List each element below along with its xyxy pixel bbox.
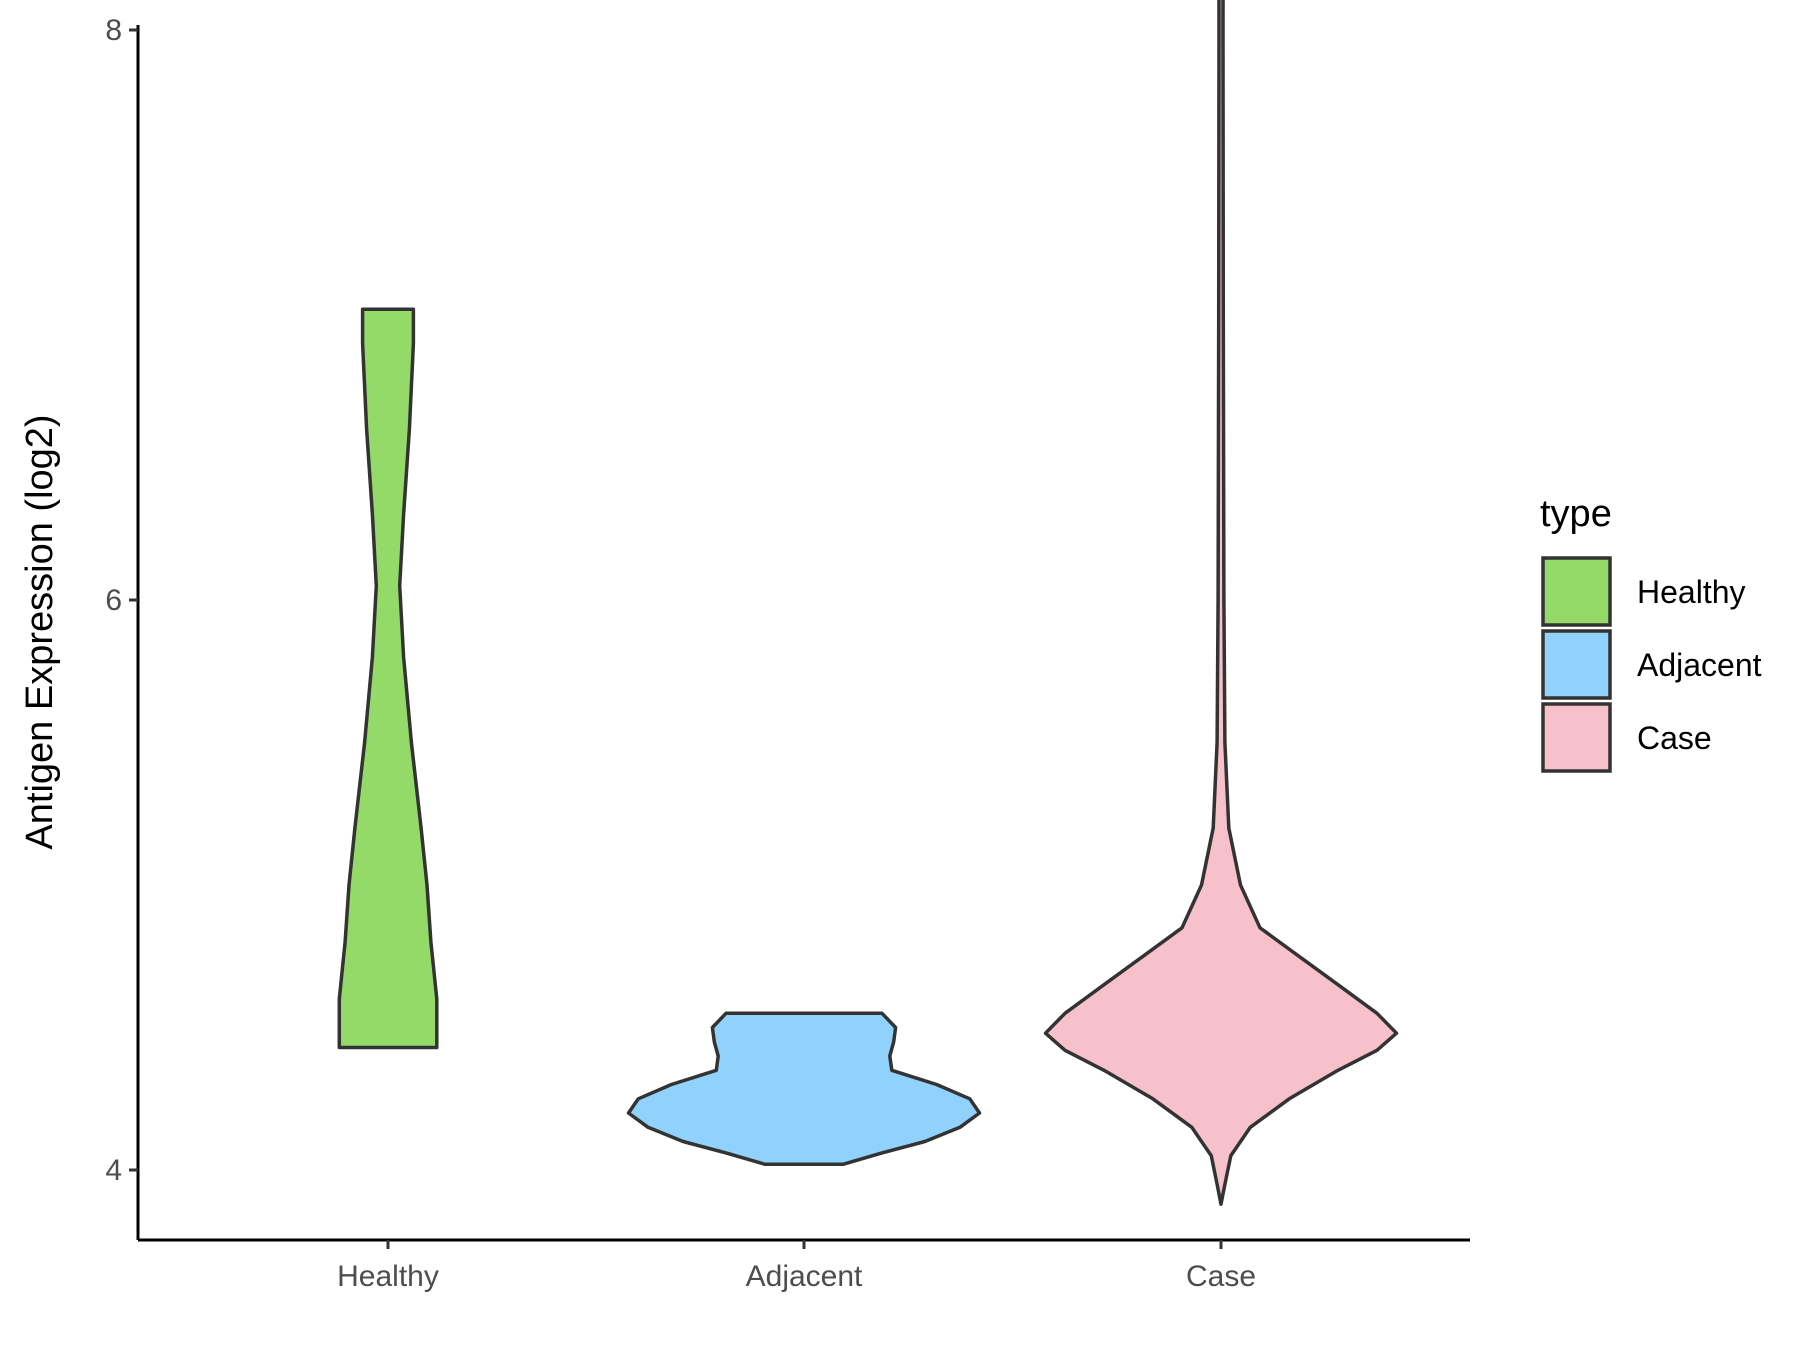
legend-label-adjacent: Adjacent xyxy=(1637,647,1762,683)
legend-swatch-adjacent xyxy=(1541,629,1612,700)
y-tick-label: 4 xyxy=(105,1154,122,1187)
legend-label-healthy: Healthy xyxy=(1637,574,1746,610)
x-ticks: Healthy Adjacent Case xyxy=(337,1240,1256,1293)
y-tick-label: 6 xyxy=(105,584,122,617)
legend-swatch-healthy xyxy=(1541,556,1612,627)
legend-title: type xyxy=(1540,493,1612,535)
legend-swatch-case xyxy=(1541,702,1612,773)
y-ticks: 4681012 xyxy=(105,14,138,1187)
legend-items: Healthy Adjacent Case xyxy=(1541,556,1762,773)
legend-label-case: Case xyxy=(1637,720,1712,756)
x-tick-label-adjacent: Adjacent xyxy=(746,1260,863,1293)
y-tick-label: 8 xyxy=(105,14,122,47)
violin-healthy xyxy=(337,307,439,1050)
y-axis-title: Antigen Expression (log2) xyxy=(19,414,61,849)
legend: type Healthy Adjacent Case xyxy=(1540,493,1762,773)
violin-adjacent xyxy=(626,1011,982,1167)
x-tick-label-healthy: Healthy xyxy=(337,1260,439,1293)
violin-case xyxy=(1043,0,1399,1206)
violins-layer xyxy=(337,0,1399,1206)
x-tick-label-case: Case xyxy=(1186,1260,1256,1293)
